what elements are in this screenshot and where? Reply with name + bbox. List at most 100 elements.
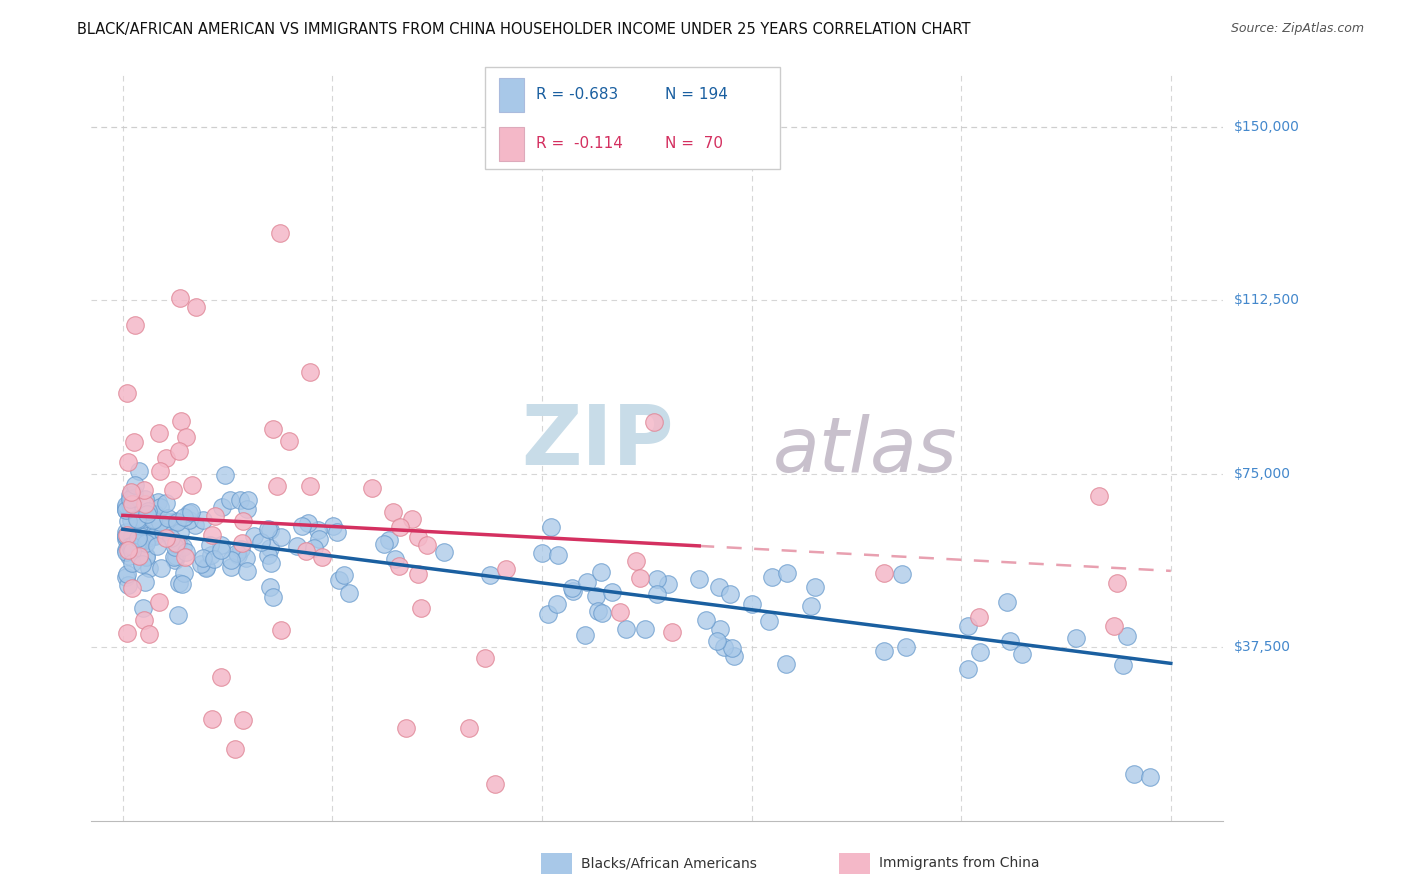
Point bbox=[661, 624, 683, 639]
Point bbox=[177, 506, 200, 520]
Point bbox=[776, 566, 799, 580]
Point bbox=[226, 548, 249, 562]
Point bbox=[125, 536, 148, 550]
Point bbox=[232, 714, 254, 728]
Point bbox=[173, 566, 195, 580]
Point bbox=[186, 300, 208, 314]
Point bbox=[1116, 629, 1139, 643]
Point bbox=[209, 538, 232, 552]
Point bbox=[585, 589, 607, 603]
Point bbox=[115, 544, 138, 558]
Point bbox=[146, 495, 169, 509]
Point bbox=[723, 648, 745, 663]
Point bbox=[170, 414, 193, 428]
Point bbox=[1011, 647, 1033, 661]
Point bbox=[143, 508, 166, 522]
Point bbox=[1123, 767, 1146, 781]
Point bbox=[574, 628, 596, 642]
Point bbox=[169, 291, 191, 305]
Point bbox=[406, 530, 429, 544]
Point bbox=[741, 597, 763, 611]
Point bbox=[537, 607, 560, 621]
Point bbox=[194, 561, 217, 575]
Point bbox=[384, 552, 406, 566]
Point bbox=[1112, 657, 1135, 672]
Point bbox=[155, 532, 177, 546]
Point bbox=[121, 557, 143, 571]
Point bbox=[165, 514, 187, 528]
Point bbox=[236, 501, 259, 516]
Point bbox=[235, 551, 257, 566]
Point bbox=[259, 541, 281, 555]
Point bbox=[616, 622, 638, 636]
Point bbox=[174, 545, 197, 559]
Point bbox=[218, 493, 240, 508]
Point bbox=[143, 525, 166, 540]
Point bbox=[688, 572, 710, 586]
Text: R = -0.683: R = -0.683 bbox=[536, 87, 617, 102]
Point bbox=[135, 507, 157, 521]
Point bbox=[136, 524, 159, 539]
Point bbox=[628, 571, 651, 585]
Point bbox=[121, 529, 143, 543]
Point bbox=[586, 604, 609, 618]
Point bbox=[495, 562, 517, 576]
Point bbox=[209, 670, 232, 684]
Point bbox=[165, 549, 187, 564]
Point bbox=[117, 578, 139, 592]
Text: R =  -0.114: R = -0.114 bbox=[536, 136, 623, 151]
Point bbox=[120, 535, 142, 549]
Point bbox=[243, 529, 266, 543]
Point bbox=[249, 535, 271, 549]
Point bbox=[115, 503, 138, 517]
Point bbox=[142, 513, 165, 527]
Point bbox=[221, 560, 243, 574]
Point bbox=[643, 415, 665, 429]
Point bbox=[115, 542, 138, 557]
Text: atlas: atlas bbox=[772, 414, 957, 488]
Point bbox=[121, 539, 143, 553]
Point bbox=[575, 574, 598, 589]
Point bbox=[121, 581, 143, 595]
Point bbox=[124, 318, 146, 333]
Point bbox=[180, 505, 202, 519]
Point bbox=[872, 644, 894, 658]
Point bbox=[201, 528, 224, 542]
Point bbox=[132, 614, 155, 628]
Point bbox=[117, 549, 139, 563]
Text: N =  70: N = 70 bbox=[665, 136, 723, 151]
Point bbox=[299, 479, 322, 493]
Point bbox=[148, 426, 170, 441]
Point bbox=[562, 583, 585, 598]
Point bbox=[122, 528, 145, 542]
Text: ZIP: ZIP bbox=[522, 401, 673, 482]
Point bbox=[127, 531, 149, 545]
Point bbox=[406, 567, 429, 582]
Point bbox=[120, 513, 142, 527]
Point bbox=[121, 543, 143, 558]
Point bbox=[162, 550, 184, 565]
Point bbox=[115, 532, 138, 546]
Point bbox=[149, 464, 172, 478]
Point bbox=[173, 550, 195, 565]
Point bbox=[995, 595, 1018, 609]
Point bbox=[433, 544, 456, 558]
Point bbox=[209, 543, 232, 558]
Point bbox=[174, 430, 197, 444]
Point bbox=[266, 479, 288, 493]
Point bbox=[165, 537, 187, 551]
Point bbox=[131, 511, 153, 525]
Point bbox=[294, 543, 316, 558]
Text: Immigrants from China: Immigrants from China bbox=[879, 856, 1039, 871]
Point bbox=[333, 567, 356, 582]
Text: $75,000: $75,000 bbox=[1233, 467, 1291, 481]
Point bbox=[128, 520, 150, 534]
Point bbox=[269, 226, 291, 240]
Point bbox=[707, 581, 730, 595]
Point bbox=[1107, 576, 1129, 591]
Point bbox=[135, 549, 157, 563]
Point bbox=[561, 581, 583, 595]
Point bbox=[298, 365, 321, 379]
Point bbox=[262, 590, 284, 604]
Point bbox=[270, 623, 292, 637]
